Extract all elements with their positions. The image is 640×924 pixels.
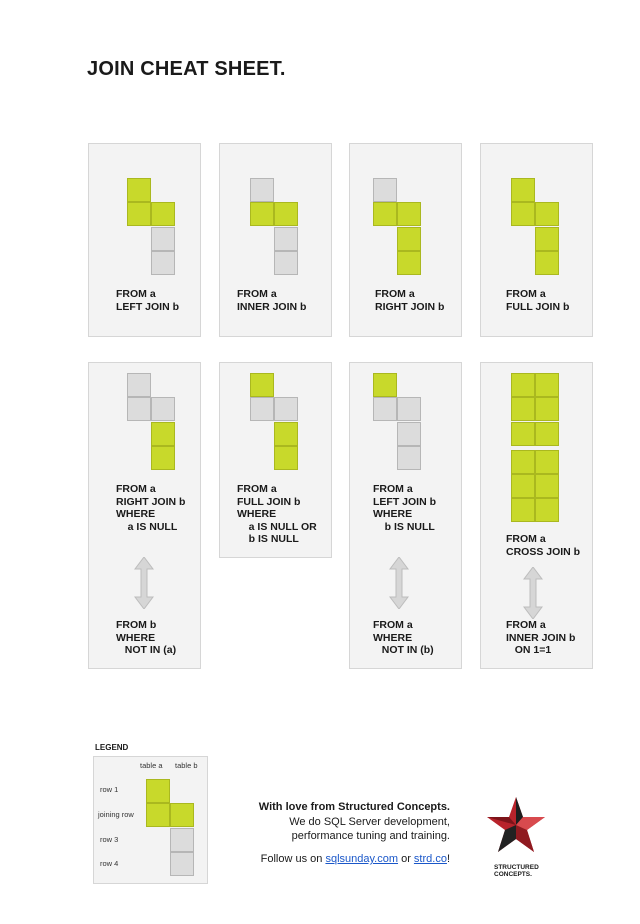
included-row-cell: [127, 202, 151, 226]
included-row-cell: [127, 178, 151, 202]
included-row-cell: [511, 373, 535, 397]
follow-suffix: !: [446, 853, 450, 865]
included-row-cell: [511, 474, 535, 498]
follow-text: Follow us on: [260, 853, 326, 865]
join-card-1: [88, 143, 201, 337]
legend-row-3: row 3: [100, 835, 119, 844]
footer-line-2: performance tuning and training.: [291, 830, 450, 842]
included-row-cell: [535, 450, 559, 474]
join-query-label: FROM a RIGHT JOIN b: [375, 288, 445, 313]
included-row-cell: [535, 251, 559, 275]
legend-title: LEGEND: [95, 743, 129, 752]
join-query-label: FROM a INNER JOIN b: [237, 288, 307, 313]
included-row-cell: [535, 498, 559, 522]
included-row-cell: [151, 446, 175, 470]
excluded-row-cell: [397, 422, 421, 446]
equivalent-query-label: FROM a INNER JOIN b ON 1=1: [506, 619, 576, 656]
included-row-cell: [511, 178, 535, 202]
excluded-row-cell: [373, 178, 397, 202]
excluded-row-cell: [127, 373, 151, 397]
legend-box: table a table b row 1 joining row row 3 …: [93, 756, 208, 884]
legend-row-joining: joining row: [98, 810, 134, 819]
excluded-row-cell: [250, 178, 274, 202]
excluded-row-cell: [397, 446, 421, 470]
legend-row-1: row 1: [100, 785, 119, 794]
included-row-cell: [274, 202, 298, 226]
included-row-cell: [535, 373, 559, 397]
included-row-cell: [535, 422, 559, 446]
included-row-cell: [511, 202, 535, 226]
included-row-cell: [511, 422, 535, 446]
legend-cell-b-row3: [170, 828, 194, 852]
included-row-cell: [151, 202, 175, 226]
included-row-cell: [535, 397, 559, 421]
logo-text: STRUCTURED CONCEPTS.: [494, 864, 539, 878]
join-card-7: [349, 362, 462, 669]
included-row-cell: [397, 202, 421, 226]
legend-cell-a-row1: [146, 779, 170, 803]
equivalence-arrow-icon: [134, 557, 154, 609]
join-query-label: FROM a LEFT JOIN b WHERE b IS NULL: [373, 483, 436, 533]
excluded-row-cell: [250, 397, 274, 421]
excluded-row-cell: [127, 397, 151, 421]
included-row-cell: [535, 474, 559, 498]
excluded-row-cell: [274, 227, 298, 251]
or-text: or: [398, 853, 414, 865]
excluded-row-cell: [151, 397, 175, 421]
included-row-cell: [511, 498, 535, 522]
included-row-cell: [250, 373, 274, 397]
included-row-cell: [535, 202, 559, 226]
legend-row-4: row 4: [100, 859, 119, 868]
excluded-row-cell: [151, 251, 175, 275]
legend-col-b: table b: [175, 761, 198, 770]
included-row-cell: [274, 446, 298, 470]
legend-cell-b-join: [170, 803, 194, 827]
equivalence-arrow-icon: [523, 567, 543, 619]
excluded-row-cell: [274, 397, 298, 421]
excluded-row-cell: [373, 397, 397, 421]
legend-col-a: table a: [140, 761, 163, 770]
included-row-cell: [511, 397, 535, 421]
included-row-cell: [373, 373, 397, 397]
legend-cell-a-join: [146, 803, 170, 827]
join-query-label: FROM a FULL JOIN b WHERE a IS NULL OR b …: [237, 483, 317, 545]
excluded-row-cell: [274, 251, 298, 275]
footer-headline: With love from Structured Concepts.: [258, 801, 450, 813]
included-row-cell: [535, 227, 559, 251]
excluded-row-cell: [151, 227, 175, 251]
legend-cell-b-row4: [170, 852, 194, 876]
included-row-cell: [373, 202, 397, 226]
included-row-cell: [397, 227, 421, 251]
included-row-cell: [511, 450, 535, 474]
join-query-label: FROM a FULL JOIN b: [506, 288, 570, 313]
equivalent-query-label: FROM b WHERE NOT IN (a): [116, 619, 177, 656]
footer-line-1: We do SQL Server development,: [289, 816, 450, 828]
strd-link[interactable]: strd.co: [413, 853, 447, 865]
equivalence-arrow-icon: [389, 557, 409, 609]
footer-follow: Follow us on sqlsunday.com or strd.co!: [261, 853, 450, 865]
excluded-row-cell: [397, 397, 421, 421]
included-row-cell: [274, 422, 298, 446]
included-row-cell: [250, 202, 274, 226]
page-title: JOIN CHEAT SHEET.: [87, 58, 286, 80]
included-row-cell: [397, 251, 421, 275]
sqlsunday-link[interactable]: sqlsunday.com: [325, 853, 399, 865]
structured-concepts-logo-icon: [487, 797, 545, 852]
included-row-cell: [151, 422, 175, 446]
join-query-label: FROM a CROSS JOIN b: [506, 533, 581, 558]
join-query-label: FROM a LEFT JOIN b: [116, 288, 179, 313]
join-query-label: FROM a RIGHT JOIN b WHERE a IS NULL: [116, 483, 186, 533]
equivalent-query-label: FROM a WHERE NOT IN (b): [373, 619, 434, 656]
